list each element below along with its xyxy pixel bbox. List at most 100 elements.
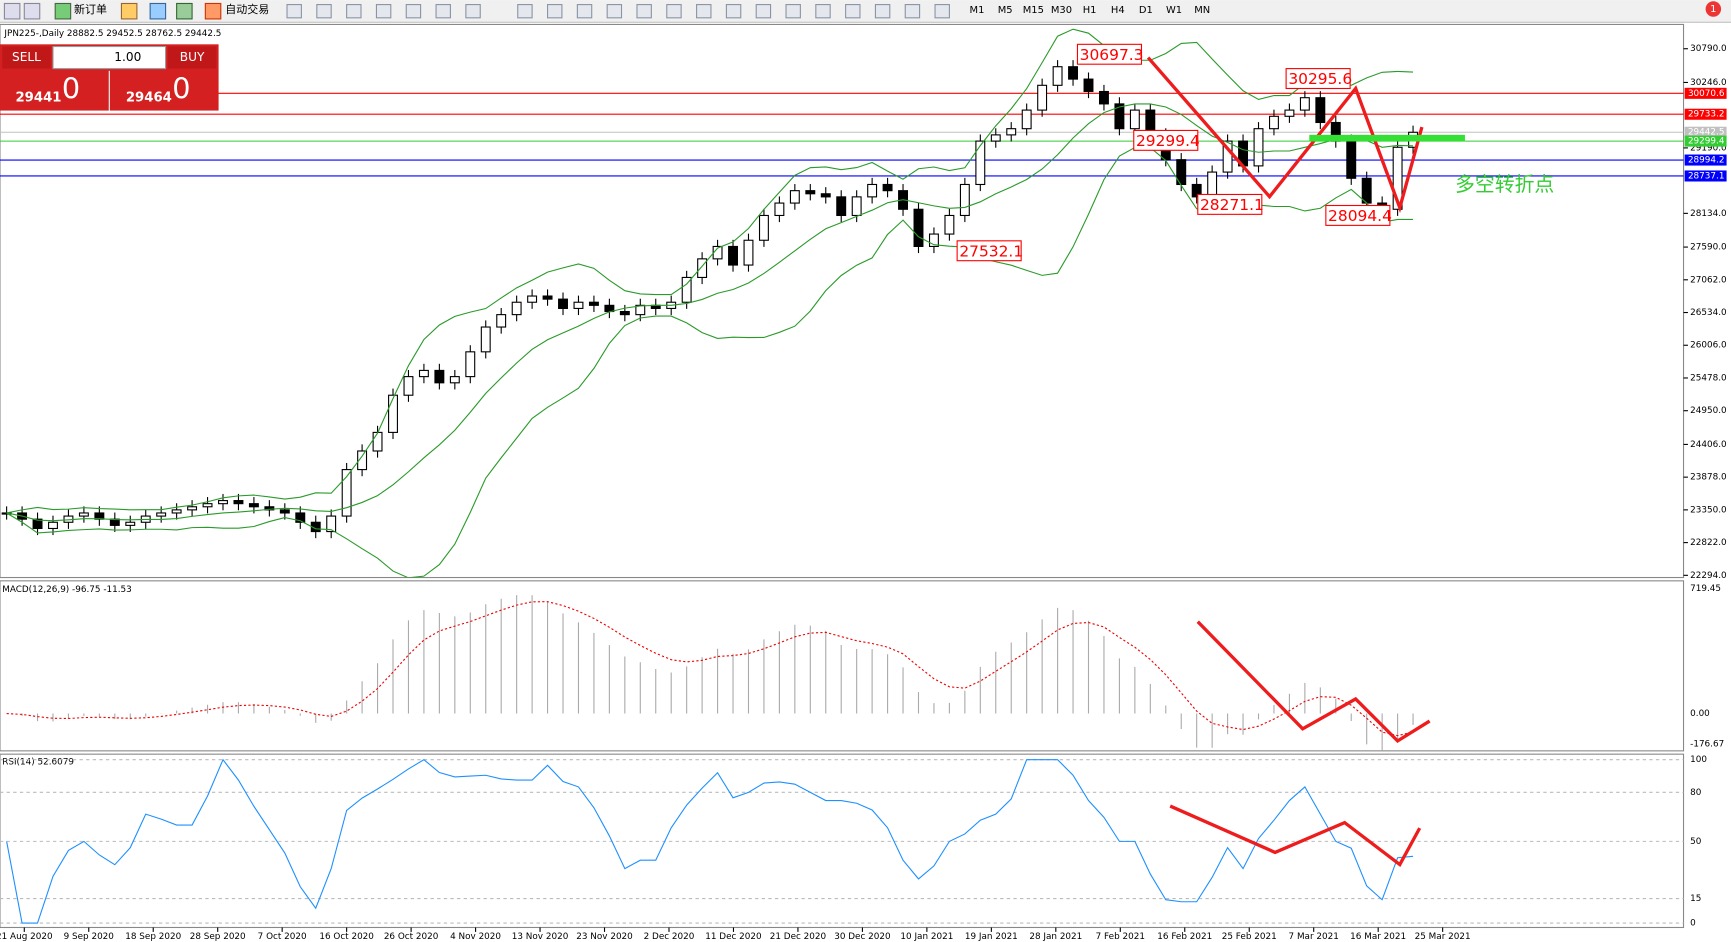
notification-badge[interactable]	[1705, 1, 1722, 17]
toolbar-icon[interactable]	[725, 4, 742, 19]
candle	[820, 193, 831, 198]
timeframe-button[interactable]: M1	[970, 5, 985, 16]
buy-label[interactable]: BUY	[180, 50, 205, 64]
y-tick-label: 22294.0	[1690, 571, 1727, 581]
level-tag	[1684, 87, 1727, 99]
toolbar-icon[interactable]	[286, 4, 302, 19]
lot-input[interactable]	[52, 45, 167, 70]
sell-price[interactable]: 29441	[15, 90, 61, 105]
toolbar-icon[interactable]	[874, 4, 891, 19]
candle	[1191, 183, 1202, 198]
level-tag-label: 29442.5	[1688, 128, 1725, 138]
toolbar-icon[interactable]	[517, 4, 533, 19]
buy-price[interactable]: 29464	[126, 90, 172, 105]
notification-count: 1	[1710, 4, 1716, 15]
toolbar-icon[interactable]	[435, 4, 451, 19]
toolbar-icon[interactable]	[149, 2, 167, 20]
toolbar-icon[interactable]	[576, 4, 593, 19]
candle	[1207, 171, 1218, 198]
candle	[758, 214, 769, 241]
macd-tick-label: -176.67	[1690, 740, 1724, 750]
toolbar-icons: M1 M5 M15 M30 H1 H4 D1 W1 MN	[286, 4, 1210, 19]
candle	[449, 376, 460, 384]
y-tick-label: 28134.0	[1690, 209, 1727, 219]
timeframe-button[interactable]: D1	[1139, 5, 1153, 16]
y-tick-label: 23878.0	[1690, 473, 1727, 483]
toolbar-icon[interactable]	[606, 4, 623, 19]
toolbar-icon[interactable]	[934, 4, 950, 19]
bollinger-band	[6, 103, 1414, 522]
candle	[588, 301, 599, 306]
lot-value[interactable]: 1.00	[114, 50, 141, 64]
candle	[851, 196, 862, 217]
candle	[264, 506, 275, 511]
rsi-tick-label: 50	[1690, 837, 1702, 847]
level-tag-label: 28994.2	[1688, 156, 1725, 166]
timeframe-button[interactable]: M30	[1051, 5, 1072, 16]
rsi-tick-label: 100	[1690, 755, 1707, 765]
candle	[78, 512, 89, 517]
toolbar	[0, 0, 1731, 23]
toolbar-icon[interactable]	[547, 4, 563, 19]
candle	[480, 326, 491, 353]
candle	[418, 369, 429, 378]
y-tick-label: 22822.0	[1690, 538, 1727, 548]
toolbar-icon[interactable]	[845, 4, 861, 19]
toolbar-icon[interactable]	[666, 4, 682, 19]
candle	[465, 351, 476, 378]
toolbar-icon[interactable]	[176, 2, 193, 20]
level-tag	[1684, 108, 1727, 120]
price-annotation: 30295.6	[1288, 70, 1352, 88]
toolbar-icon[interactable]	[755, 4, 772, 19]
candle	[697, 258, 708, 278]
y-tick-label: 27590.0	[1690, 243, 1727, 253]
x-tick-label: 11 Dec 2020	[705, 932, 762, 942]
price-annotation-box	[1325, 204, 1391, 226]
timeframe-button[interactable]: W1	[1166, 5, 1182, 16]
main-chart	[0, 23, 1685, 579]
candle	[558, 298, 568, 309]
toolbar-icon[interactable]	[346, 4, 362, 19]
x-tick-label: 28 Jan 2021	[1029, 932, 1082, 942]
toolbar-icon[interactable]	[636, 4, 652, 19]
toolbar-icon[interactable]	[785, 4, 801, 19]
sell-label[interactable]: SELL	[12, 50, 41, 64]
timeframe-button[interactable]: M15	[1023, 5, 1044, 16]
toolbar-icon[interactable]	[465, 4, 481, 19]
new-order-button[interactable]: 新订单	[74, 2, 107, 16]
toolbar-icon[interactable]	[405, 4, 422, 19]
toolbar-icon[interactable]	[23, 2, 41, 20]
timeframe-button[interactable]: H1	[1083, 5, 1097, 16]
new-order-icon[interactable]	[54, 2, 72, 20]
x-tick-label: 16 Feb 2021	[1157, 932, 1212, 942]
timeframe-button[interactable]: H4	[1111, 5, 1125, 16]
toolbar-icon[interactable]	[316, 4, 332, 19]
toolbar-icon[interactable]	[3, 2, 21, 20]
buy-button[interactable]	[167, 46, 217, 69]
buy-price-big[interactable]: 0	[172, 72, 190, 106]
toolbar-icon[interactable]	[904, 4, 921, 19]
price-plot	[0, 28, 1684, 578]
toolbar-icon[interactable]	[375, 4, 392, 19]
candle	[326, 515, 337, 533]
timeframe-button[interactable]: MN	[1194, 5, 1210, 16]
auto-trading-icon[interactable]	[204, 2, 222, 20]
sell-price-big[interactable]: 0	[62, 72, 80, 106]
price-annotation-box	[1133, 129, 1199, 151]
candle	[248, 503, 259, 508]
rsi-label: RSI(14) 52.6079	[2, 757, 74, 767]
candle	[635, 304, 646, 316]
candle	[1068, 66, 1079, 80]
toolbar-icon[interactable]	[120, 2, 138, 20]
candle	[867, 183, 878, 198]
auto-trading-button[interactable]: 自动交易	[225, 2, 269, 16]
x-tick-label: 7 Mar 2021	[1289, 932, 1339, 942]
toolbar-icon[interactable]	[696, 4, 712, 19]
toolbar-icon[interactable]	[815, 4, 831, 19]
macd-plot	[6, 595, 1414, 751]
timeframe-button[interactable]: M5	[998, 5, 1013, 16]
sell-button[interactable]	[2, 46, 51, 69]
candle	[774, 202, 785, 217]
